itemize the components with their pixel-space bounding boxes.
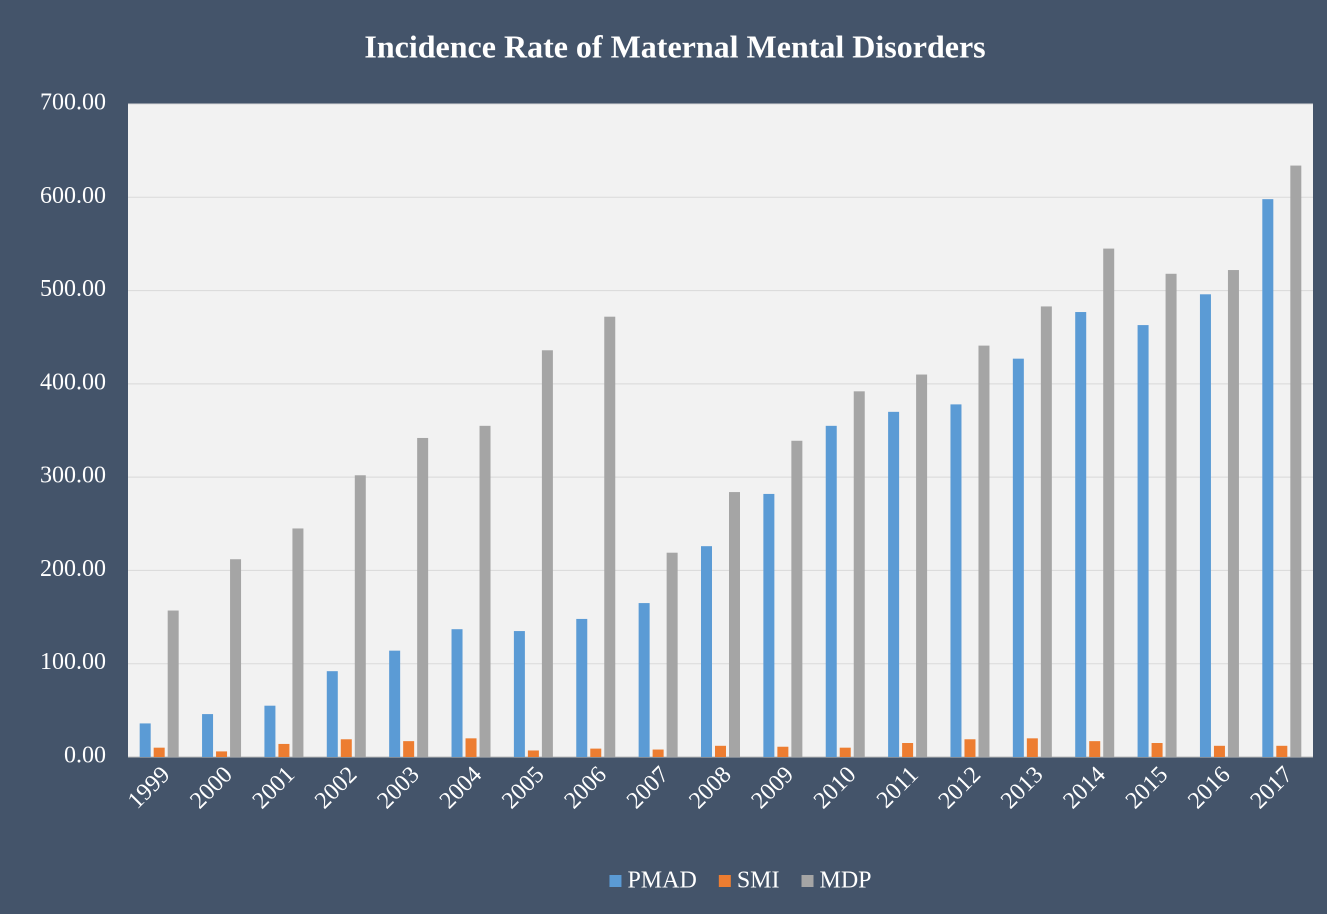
bar bbox=[1262, 199, 1274, 757]
bar bbox=[527, 750, 539, 757]
bar bbox=[264, 705, 276, 757]
bar bbox=[701, 546, 712, 757]
bar bbox=[230, 559, 242, 757]
bar bbox=[652, 749, 664, 757]
bar bbox=[292, 528, 304, 757]
bar bbox=[167, 610, 179, 757]
bar bbox=[340, 739, 352, 757]
bar bbox=[354, 475, 366, 757]
bar bbox=[389, 650, 401, 757]
bar bbox=[513, 631, 525, 757]
bar bbox=[888, 411, 900, 757]
y-tick-label: 400.00 bbox=[40, 369, 106, 395]
bar bbox=[916, 374, 928, 757]
bar bbox=[1290, 165, 1302, 757]
bar bbox=[139, 723, 151, 757]
bar bbox=[902, 743, 914, 757]
bar bbox=[451, 629, 463, 757]
legend-label: SMI bbox=[737, 868, 780, 894]
bar bbox=[590, 748, 602, 757]
bar bbox=[1026, 738, 1038, 757]
bar bbox=[417, 437, 429, 757]
bar bbox=[1276, 745, 1288, 757]
bar bbox=[638, 603, 650, 757]
y-tick-label: 100.00 bbox=[40, 649, 106, 675]
bar bbox=[1165, 273, 1177, 757]
y-tick-label: 700.00 bbox=[40, 90, 106, 116]
bar bbox=[1151, 743, 1163, 757]
y-tick-label: 200.00 bbox=[40, 556, 106, 582]
bar bbox=[1075, 312, 1087, 757]
bar bbox=[950, 404, 962, 757]
legend-swatch bbox=[609, 875, 622, 887]
y-tick-label: 500.00 bbox=[40, 276, 106, 302]
bar bbox=[153, 747, 165, 757]
y-tick-label: 300.00 bbox=[40, 463, 106, 489]
legend-swatch bbox=[718, 875, 731, 887]
bar bbox=[825, 425, 837, 757]
y-tick-label: 0.00 bbox=[64, 743, 106, 769]
chart-title: Incidence Rate of Maternal Mental Disord… bbox=[364, 28, 985, 64]
bar bbox=[326, 671, 338, 757]
bar bbox=[1137, 325, 1149, 757]
bar bbox=[964, 739, 976, 757]
legend-swatch bbox=[801, 875, 814, 887]
bar bbox=[1040, 306, 1052, 757]
bar bbox=[715, 745, 726, 757]
bar bbox=[479, 425, 491, 757]
bar bbox=[1103, 248, 1115, 758]
bar bbox=[1199, 294, 1211, 757]
bar bbox=[576, 618, 588, 757]
y-tick-label: 600.00 bbox=[40, 183, 106, 209]
bar bbox=[541, 350, 553, 757]
bar bbox=[978, 345, 990, 757]
bar bbox=[604, 316, 616, 757]
legend-label: PMAD bbox=[627, 868, 696, 894]
bar bbox=[1012, 358, 1024, 757]
bar bbox=[763, 493, 775, 757]
legend-label: MDP bbox=[820, 868, 872, 894]
bar bbox=[202, 714, 214, 757]
bar bbox=[465, 738, 477, 757]
bar bbox=[666, 552, 678, 757]
bar bbox=[777, 746, 789, 757]
bar bbox=[278, 743, 290, 757]
bar bbox=[1089, 741, 1101, 757]
bar bbox=[1213, 745, 1225, 757]
bar bbox=[729, 492, 740, 757]
bar bbox=[403, 741, 415, 757]
plot-area bbox=[128, 104, 1313, 757]
bar bbox=[839, 747, 851, 757]
bar bbox=[216, 751, 228, 757]
bar bbox=[791, 440, 803, 757]
bar bbox=[1227, 270, 1239, 757]
bar bbox=[853, 391, 865, 757]
